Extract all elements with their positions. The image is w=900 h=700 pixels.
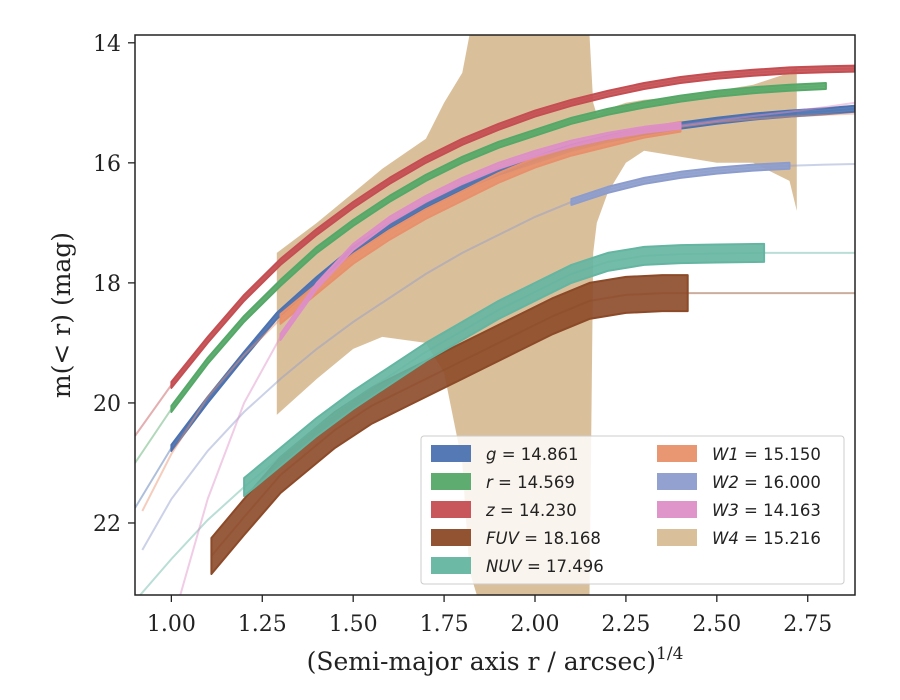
y-tick-label: 16 [93,152,121,177]
legend-swatch-W4 [657,529,697,546]
legend-value-W4: = 15.216 [739,529,821,548]
y-axis: 14 16 18 20 22 [93,32,135,537]
series-band-W3 [279,121,682,341]
legend-swatch-r [431,473,471,490]
y-tick-label: 18 [93,272,121,297]
x-tick-label: 2.25 [601,612,650,637]
legend-label-NUV: NUV = 17.496 [486,557,604,576]
plot-frame [134,34,856,596]
legend-entry-W1: W1 = 15.150 [657,445,821,464]
legend-value-g: = 14.861 [496,445,578,464]
y-tick-label: 20 [93,392,121,417]
x-axis-label: (Semi-major axis r / arcsec)1/4 [307,644,684,676]
legend-label-W4: W4 = 15.216 [712,529,821,548]
legend-entry-W4: W4 = 15.216 [657,529,821,548]
legend-var-z: z [485,501,495,520]
curves-layer [135,64,855,595]
x-axis: 1.00 1.25 1.50 1.75 2.00 2.25 2.50 2.75 [147,595,832,637]
y-axis-label: m(< r) (mag) [47,232,76,398]
legend-swatch-W3 [657,501,697,518]
x-tick-label: 2.75 [783,612,832,637]
legend-swatch-g [431,445,471,462]
x-axis-label-main: (Semi-major axis r / arcsec) [307,647,656,676]
series-band-W1 [279,121,682,325]
legend-label-FUV: FUV = 18.168 [486,529,601,548]
legend-entry-r: r = 14.569 [431,473,575,492]
series-band-z [170,64,855,389]
legend-var-W4: W4 [712,529,739,548]
legend-value-r: = 14.569 [493,473,575,492]
x-tick-label: 1.25 [238,612,287,637]
legend-entry-W3: W3 = 14.163 [657,501,821,520]
legend-value-NUV: = 17.496 [522,557,604,576]
legend-swatch-W1 [657,445,697,462]
legend-entry-FUV: FUV = 18.168 [431,529,601,548]
legend-swatch-z [431,501,471,518]
legend-label-g: g = 14.861 [486,445,579,464]
legend-value-W1: = 15.150 [739,445,821,464]
legend-var-NUV: NUV [486,557,523,576]
y-tick-label: 22 [93,512,121,537]
x-axis-label-superscript: 1/4 [656,644,683,664]
legend-label-W1: W1 = 15.150 [712,445,821,464]
legend-entry-z: z = 14.230 [431,501,577,520]
series-band-NUV [243,242,766,497]
legend-var-r: r [486,473,494,492]
legend-label-z: z = 14.230 [485,501,577,520]
x-tick-label: 2.00 [511,612,560,637]
x-tick-label: 2.50 [692,612,741,637]
legend-var-W2: W2 [712,473,739,492]
legend-var-FUV: FUV [486,529,521,548]
legend-entry-W2: W2 = 16.000 [657,473,821,492]
legend-value-W2: = 16.000 [739,473,821,492]
legend-value-z: = 14.230 [495,501,577,520]
legend-value-FUV: = 18.168 [519,529,601,548]
legend-var-W1: W1 [712,445,739,464]
legend-box [420,435,845,585]
legend-swatch-FUV [431,529,471,546]
legend-swatch-NUV [431,557,471,574]
legend-label-r: r = 14.569 [486,473,575,492]
series-band-r [170,82,827,413]
legend-label-W2: W2 = 16.000 [712,473,821,492]
legend-entry-NUV: NUV = 17.496 [431,557,604,576]
legend-label-W3: W3 = 14.163 [712,501,821,520]
x-tick-label: 1.50 [329,612,378,637]
legend-var-g: g [486,445,496,464]
legend-value-W3: = 14.163 [739,501,821,520]
series-band-W2 [570,161,791,206]
x-tick-label: 1.75 [420,612,469,637]
x-tick-label: 1.00 [147,612,196,637]
legend-entry-g: g = 14.861 [431,445,579,464]
legend-swatch-W2 [657,473,697,490]
legend-var-W3: W3 [712,501,739,520]
y-tick-label: 14 [93,32,121,57]
